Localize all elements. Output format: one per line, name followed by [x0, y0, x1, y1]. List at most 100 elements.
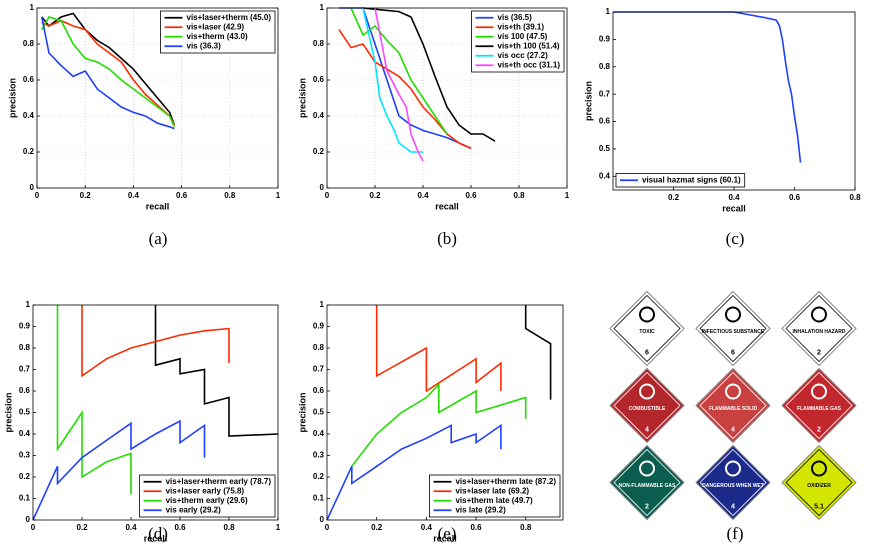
series-line — [362, 7, 496, 142]
sign-number: 2 — [645, 503, 649, 510]
y-tick-label: 0.6 — [599, 117, 611, 126]
x-tick-label: 0.8 — [513, 191, 525, 200]
sign-number: 6 — [645, 349, 649, 356]
x-tick-label: 0.4 — [125, 523, 137, 532]
sign-number: 4 — [731, 426, 735, 433]
series-line — [524, 305, 552, 400]
y-axis-label: precision — [297, 392, 307, 432]
x-tick-label: 0.8 — [224, 191, 236, 200]
series-line — [32, 419, 206, 521]
legend-label: vis+therm late (49.7) — [455, 496, 532, 505]
x-tick-label: 1 — [565, 191, 570, 200]
x-axis-label: recall — [435, 201, 459, 211]
y-tick-label: 1 — [26, 300, 31, 309]
legend-label: vis late (29.2) — [455, 505, 506, 514]
panel-caption: (c) — [726, 229, 745, 248]
y-tick-label: 0.7 — [19, 365, 31, 374]
y-axis-label: precision — [3, 392, 13, 432]
y-tick-label: 0 — [26, 515, 31, 524]
y-tick-label: 0.7 — [599, 89, 611, 98]
y-tick-label: 0.8 — [23, 39, 35, 48]
x-tick-label: 0.2 — [369, 191, 381, 200]
y-tick-label: 0.9 — [313, 322, 325, 331]
sign-label: FLAMMABLE SOLID — [709, 406, 758, 412]
sign-border — [699, 448, 767, 517]
y-tick-label: 0 — [320, 183, 325, 192]
y-tick-label: 0.9 — [19, 322, 31, 331]
sign-diamond — [781, 444, 857, 521]
legend-box — [615, 173, 746, 188]
y-tick-label: 0 — [320, 515, 325, 524]
series-line — [374, 7, 424, 162]
legend-label: vis+laser+therm late (87.2) — [455, 477, 556, 486]
x-tick-label: 0.6 — [789, 193, 801, 202]
sign-symbol — [639, 383, 655, 400]
chart: 0 0.1 0.2 0.3 0.4 0.5 0.6 0.7 0.8 0.9 1 0 0.2 0.4 0.6 0… — [297, 300, 564, 543]
legend-label: vis 100 (47.5) — [498, 32, 548, 41]
legend-label: vis+th (39.1) — [498, 22, 545, 31]
legend: vis+laser+therm (45.0)vis+laser (42.9)vi… — [160, 10, 276, 54]
chart: 0 0.2 0.4 0.6 0.8 1 0 0.2 0.4 0.6 0.8 1 recall precis… — [7, 3, 280, 211]
hazmat-sign: INHALATION HAZARD 2 — [781, 290, 857, 367]
legend-label: vis+laser early (75.8) — [166, 486, 245, 495]
sign-border — [785, 371, 853, 440]
sign-symbol — [639, 460, 655, 477]
sign-number: 2 — [817, 426, 821, 433]
series-line — [41, 16, 176, 128]
x-tick-label: 0 — [31, 523, 36, 532]
series-line — [362, 7, 423, 153]
x-tick-label: 0.6 — [465, 191, 477, 200]
sign-number: 4 — [645, 426, 649, 433]
x-axis-label: recall — [144, 533, 168, 543]
series-line — [81, 305, 230, 378]
y-tick-label: 0.6 — [313, 75, 325, 84]
legend-label: vis+therm early (29.6) — [166, 496, 248, 505]
legend-label: vis+therm (43.0) — [187, 32, 248, 41]
sign-number: 5.1 — [814, 503, 824, 510]
x-tick-label: 0 — [35, 191, 40, 200]
sign-diamond — [609, 290, 685, 367]
sign-diamond — [609, 367, 685, 444]
legend-label: vis (36.5) — [498, 13, 533, 22]
legend-box — [471, 10, 565, 73]
series-line — [375, 305, 502, 393]
y-tick-label: 0.7 — [313, 365, 325, 374]
series-line — [326, 423, 502, 521]
y-tick-label: 1 — [320, 3, 325, 12]
x-tick-label: 0.6 — [176, 191, 188, 200]
sign-symbol — [725, 383, 741, 400]
x-tick-label: 0.2 — [80, 191, 92, 200]
plot-area — [613, 12, 855, 190]
legend-label: vis (36.3) — [187, 41, 222, 50]
series-line — [350, 7, 448, 135]
sign-number: 4 — [731, 503, 735, 510]
x-tick-label: 0.8 — [223, 523, 235, 532]
sign-label: NON-FLAMMABLE GAS — [619, 483, 676, 489]
y-tick-label: 0.4 — [599, 171, 611, 180]
y-tick-label: 0.8 — [313, 343, 325, 352]
hazmat-sign: NON-FLAMMABLE GAS 2 — [609, 444, 685, 521]
sign-diamond — [609, 444, 685, 521]
chart: 0 0.2 0.4 0.6 0.8 1 0 0.2 0.4 0.6 0.8 1 recall precis… — [297, 3, 569, 211]
panel-caption: (a) — [149, 229, 168, 248]
sign-number: 6 — [731, 349, 735, 356]
x-tick-label: 0.2 — [76, 523, 88, 532]
legend: visual hazmat signs (60.1) — [615, 173, 746, 188]
x-axis-label: recall — [722, 203, 746, 213]
panel-caption: (e) — [438, 524, 457, 543]
y-tick-label: 0.6 — [23, 75, 35, 84]
y-tick-label: 0.1 — [19, 494, 31, 503]
sign-diamond — [695, 290, 771, 367]
y-tick-label: 0.9 — [599, 34, 611, 43]
y-tick-label: 0.4 — [19, 429, 31, 438]
sign-border — [785, 448, 853, 517]
sign-border — [613, 294, 681, 363]
y-tick-label: 0.8 — [599, 62, 611, 71]
y-tick-label: 0.6 — [19, 386, 31, 395]
legend-label: vis+th 100 (51.4) — [498, 41, 560, 50]
sign-label: INFECTIOUS SUBSTANCE — [702, 329, 765, 335]
legend: vis (36.5)vis+th (39.1)vis 100 (47.5)vis… — [471, 10, 565, 73]
sign-label: DANGEROUS WHEN WET — [702, 483, 764, 489]
sign-border — [785, 294, 853, 363]
